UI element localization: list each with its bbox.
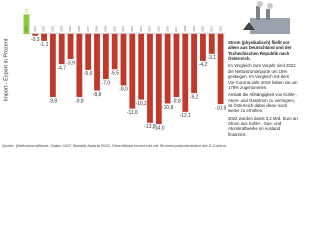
bar [111,33,118,70]
value-label: -8,0 [119,87,128,93]
value-label: 3 [25,9,28,15]
value-label: -7,0 [102,80,111,86]
bar [129,33,136,109]
bar [138,33,145,100]
bar [208,33,215,54]
x-tick-label: 2009 [104,25,108,31]
source: Quelle: (Nettostrom)flüsse: Daten 2022 S… [2,143,226,148]
side-paragraph: Anstatt die Abhängigkeit von Kohle-, Ato… [228,92,298,114]
bar [41,33,47,41]
x-tick-label: 2008 [95,25,99,31]
x-tick-label: 2019 [192,25,196,31]
value-label: -1,1 [40,42,49,48]
value-label: -11,6 [127,110,138,116]
side-paragraph: 2022 wurden damit 3,2 Mrd. Euro an Strom… [228,115,298,137]
bar [49,33,56,98]
value-label: -9,8 [172,98,181,104]
value-label: -13,8 [144,124,156,130]
value-label: -0,3 [31,37,40,43]
value-label: -8,8 [93,92,102,98]
value-label: -4,7 [57,65,66,71]
bar [120,33,127,86]
value-label: -10,8 [162,105,174,111]
bar [58,33,65,65]
bar [94,33,100,91]
x-tick-label: 2014 [148,25,152,31]
x-tick-label: 2011 [121,25,125,31]
value-label: -5,6 [84,71,93,77]
bar [147,33,153,123]
value-label: -10,9 [215,105,227,111]
x-tick-label: 2015 [156,25,160,31]
x-tick-label: 2005 [68,25,72,31]
y-axis-label: Import - Export in Prozent [3,38,9,101]
side-text: Strom (physikalisch) fließt vor allem au… [228,40,298,139]
x-tick-label: 2012 [130,25,134,31]
bar [173,33,180,98]
x-tick-label: 2007 [86,25,90,31]
value-label: -3,1 [207,55,216,61]
side-heading: Strom (physikalisch) fließt vor allem au… [228,40,292,62]
value-label: -9,8 [75,98,84,104]
x-tick-label: 2001 [33,25,37,31]
bar [155,33,162,125]
value-label: -14,0 [153,125,165,131]
bar [200,33,206,61]
bar [76,33,83,98]
x-tick-label: 2021 [209,25,213,31]
x-tick-label: 2018 [183,25,187,31]
x-tick-label: 2002 [42,25,46,31]
bar [217,33,224,105]
x-tick-label: 2003 [51,25,55,31]
value-label: -9,2 [190,94,199,100]
bar [32,33,39,36]
x-tick-label: 2013 [139,25,143,31]
x-tick-label: 2000 [24,25,28,31]
bar [85,33,92,70]
value-label: -9,8 [49,98,58,104]
value-label: -12,1 [180,113,192,119]
bar [191,33,198,94]
x-tick-label: 2010 [112,25,116,31]
chart: Import - Export in Prozent 3 2000 -0,3 2001… [3,1,290,131]
x-tick-label: 2016 [165,25,169,31]
bar [164,33,171,104]
x-tick-label: 2017 [174,25,178,31]
x-tick-label: 2004 [59,25,63,31]
page: {"chart_data":{"type":"bar","y_label":"I… [2,1,298,148]
side-paragraph: Im Vergleich zum Vorjahr sind 2022 die N… [228,63,298,90]
factory-icon [243,1,290,34]
x-tick-label: 2020 [201,25,205,31]
bar [182,33,189,112]
value-label: -3,9 [66,60,75,66]
x-tick-label: 2006 [77,25,81,31]
value-label: -5,5 [110,71,119,77]
bar [67,33,74,59]
bar [23,14,30,34]
value-label: -4,2 [199,62,208,68]
bar [102,33,109,79]
value-label: -10,2 [135,101,147,107]
x-tick-label: 2022 [218,25,222,31]
